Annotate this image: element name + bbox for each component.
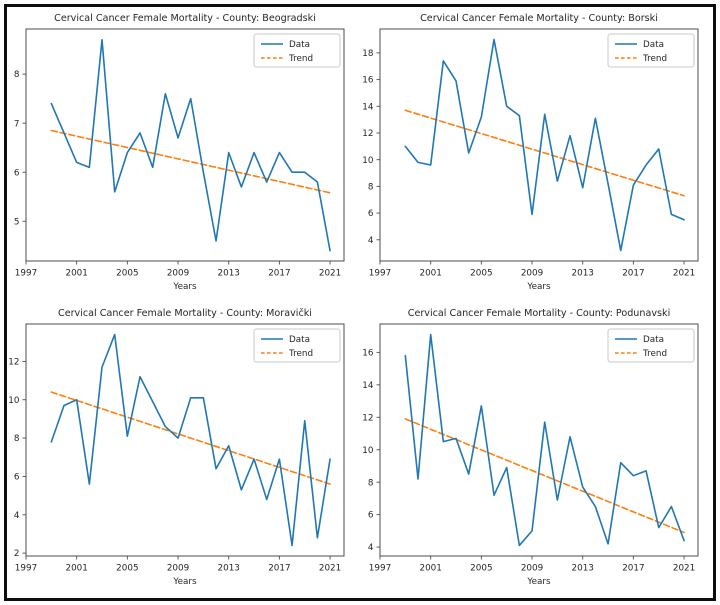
- x-tick-label: 2001: [419, 269, 441, 279]
- x-tick-label: 2009: [521, 269, 543, 279]
- y-tick-label: 7: [14, 119, 20, 129]
- chart-podunavski-canvas: Cervical Cancer Female Mortality - Count…: [362, 308, 699, 587]
- chart-title: Cervical Cancer Female Mortality - Count…: [54, 13, 316, 24]
- x-tick-label: 1997: [369, 269, 391, 279]
- y-tick-label: 14: [362, 381, 374, 391]
- x-axis-label: Years: [526, 577, 551, 587]
- plot-spines: [379, 323, 699, 557]
- plot-spines: [25, 28, 345, 262]
- y-tick-label: 14: [362, 102, 374, 112]
- trend-line: [404, 109, 685, 197]
- y-tick-label: 12: [362, 129, 373, 139]
- y-tick-label: 8: [14, 70, 20, 80]
- plot-spines: [25, 323, 345, 557]
- x-tick-label: 2017: [268, 564, 290, 574]
- chart-title: Cervical Cancer Female Mortality - Count…: [420, 13, 658, 24]
- trend-line: [50, 391, 331, 485]
- legend-label-trend: Trend: [288, 54, 313, 64]
- x-tick-label: 2021: [673, 269, 695, 279]
- data-line: [404, 333, 685, 547]
- y-tick-label: 16: [362, 348, 374, 358]
- x-tick-label: 2005: [470, 564, 492, 574]
- x-axis-label: Years: [172, 577, 197, 587]
- x-tick-label: 2001: [65, 269, 87, 279]
- x-axis-label: Years: [172, 282, 197, 292]
- y-tick-label: 8: [368, 182, 374, 192]
- x-tick-label: 2013: [218, 564, 240, 574]
- chart-moravicki-canvas: Cervical Cancer Female Mortality - Count…: [8, 307, 345, 587]
- chart-cell-beogradski: Cervical Cancer Female Mortality - Count…: [7, 9, 359, 301]
- legend-label-trend: Trend: [642, 54, 667, 64]
- x-tick-label: 2009: [521, 564, 543, 574]
- x-tick-label: 2021: [319, 269, 341, 279]
- y-tick-label: 4: [14, 511, 20, 521]
- x-tick-label: 2009: [167, 564, 189, 574]
- chart-beogradski-canvas: Cervical Cancer Female Mortality - Count…: [14, 13, 345, 292]
- y-tick-label: 6: [368, 511, 374, 521]
- y-tick-label: 8: [14, 434, 20, 444]
- y-tick-label: 18: [362, 49, 373, 59]
- y-tick-label: 12: [362, 413, 373, 423]
- x-tick-label: 1997: [15, 564, 37, 574]
- trend-line: [50, 129, 331, 194]
- x-tick-label: 1997: [369, 564, 391, 574]
- x-tick-label: 2001: [65, 564, 87, 574]
- y-tick-label: 6: [14, 168, 20, 178]
- x-tick-label: 2017: [622, 564, 644, 574]
- chart-title: Cervical Cancer Female Mortality - Count…: [408, 308, 670, 319]
- y-tick-label: 4: [368, 543, 374, 553]
- y-tick-label: 2: [14, 549, 20, 559]
- y-tick-label: 8: [368, 478, 374, 488]
- x-tick-label: 2013: [218, 269, 240, 279]
- y-tick-label: 16: [362, 76, 374, 86]
- legend-label-data: Data: [643, 40, 664, 50]
- y-tick-label: 6: [368, 209, 374, 219]
- chart-cell-borski: Cervical Cancer Female Mortality - Count…: [361, 9, 713, 301]
- y-tick-label: 12: [8, 357, 19, 367]
- legend-label-data: Data: [289, 40, 310, 50]
- data-line: [404, 38, 685, 252]
- legend-label-trend: Trend: [288, 349, 313, 359]
- plot-spines: [379, 28, 699, 262]
- x-axis-label: Years: [526, 282, 551, 292]
- x-tick-label: 1997: [15, 269, 37, 279]
- x-tick-label: 2021: [319, 564, 341, 574]
- x-tick-label: 2005: [470, 269, 492, 279]
- trend-line: [404, 418, 685, 534]
- data-line: [50, 333, 331, 547]
- y-tick-label: 5: [14, 217, 20, 227]
- x-tick-label: 2021: [673, 564, 695, 574]
- x-tick-label: 2013: [572, 269, 594, 279]
- chart-cell-podunavski: Cervical Cancer Female Mortality - Count…: [361, 304, 713, 596]
- legend-label-data: Data: [643, 335, 664, 345]
- x-tick-label: 2001: [419, 564, 441, 574]
- chart-borski-canvas: Cervical Cancer Female Mortality - Count…: [362, 13, 699, 292]
- y-tick-label: 10: [362, 156, 374, 166]
- chart-cell-moravicki: Cervical Cancer Female Mortality - Count…: [7, 304, 359, 596]
- x-tick-label: 2017: [268, 269, 290, 279]
- figure: Cervical Cancer Female Mortality - Count…: [4, 4, 716, 601]
- x-tick-label: 2005: [116, 269, 138, 279]
- x-tick-label: 2009: [167, 269, 189, 279]
- x-tick-label: 2017: [622, 269, 644, 279]
- legend-label-data: Data: [289, 335, 310, 345]
- y-tick-label: 10: [8, 396, 20, 406]
- legend-label-trend: Trend: [642, 349, 667, 359]
- y-tick-label: 6: [14, 473, 20, 483]
- data-line: [50, 38, 331, 252]
- chart-title: Cervical Cancer Female Mortality - Count…: [58, 307, 312, 319]
- x-tick-label: 2005: [116, 564, 138, 574]
- y-tick-label: 10: [362, 446, 374, 456]
- x-tick-label: 2013: [572, 564, 594, 574]
- y-tick-label: 4: [368, 236, 374, 246]
